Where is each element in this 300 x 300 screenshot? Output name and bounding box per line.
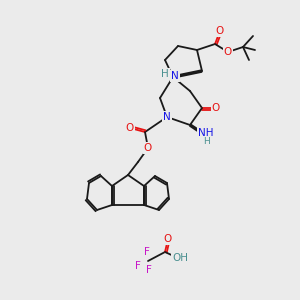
Text: H: H [161, 69, 169, 79]
Text: O: O [144, 143, 152, 153]
Text: N: N [163, 112, 171, 122]
Text: N: N [171, 71, 179, 81]
Text: F: F [144, 247, 150, 257]
Text: F: F [146, 265, 152, 275]
Text: OH: OH [172, 253, 188, 263]
Text: O: O [216, 26, 224, 36]
Text: O: O [224, 47, 232, 57]
Text: O: O [126, 123, 134, 133]
Text: O: O [212, 103, 220, 113]
Text: H: H [202, 137, 209, 146]
Text: F: F [135, 261, 141, 271]
Text: O: O [164, 234, 172, 244]
Text: NH: NH [198, 128, 214, 138]
